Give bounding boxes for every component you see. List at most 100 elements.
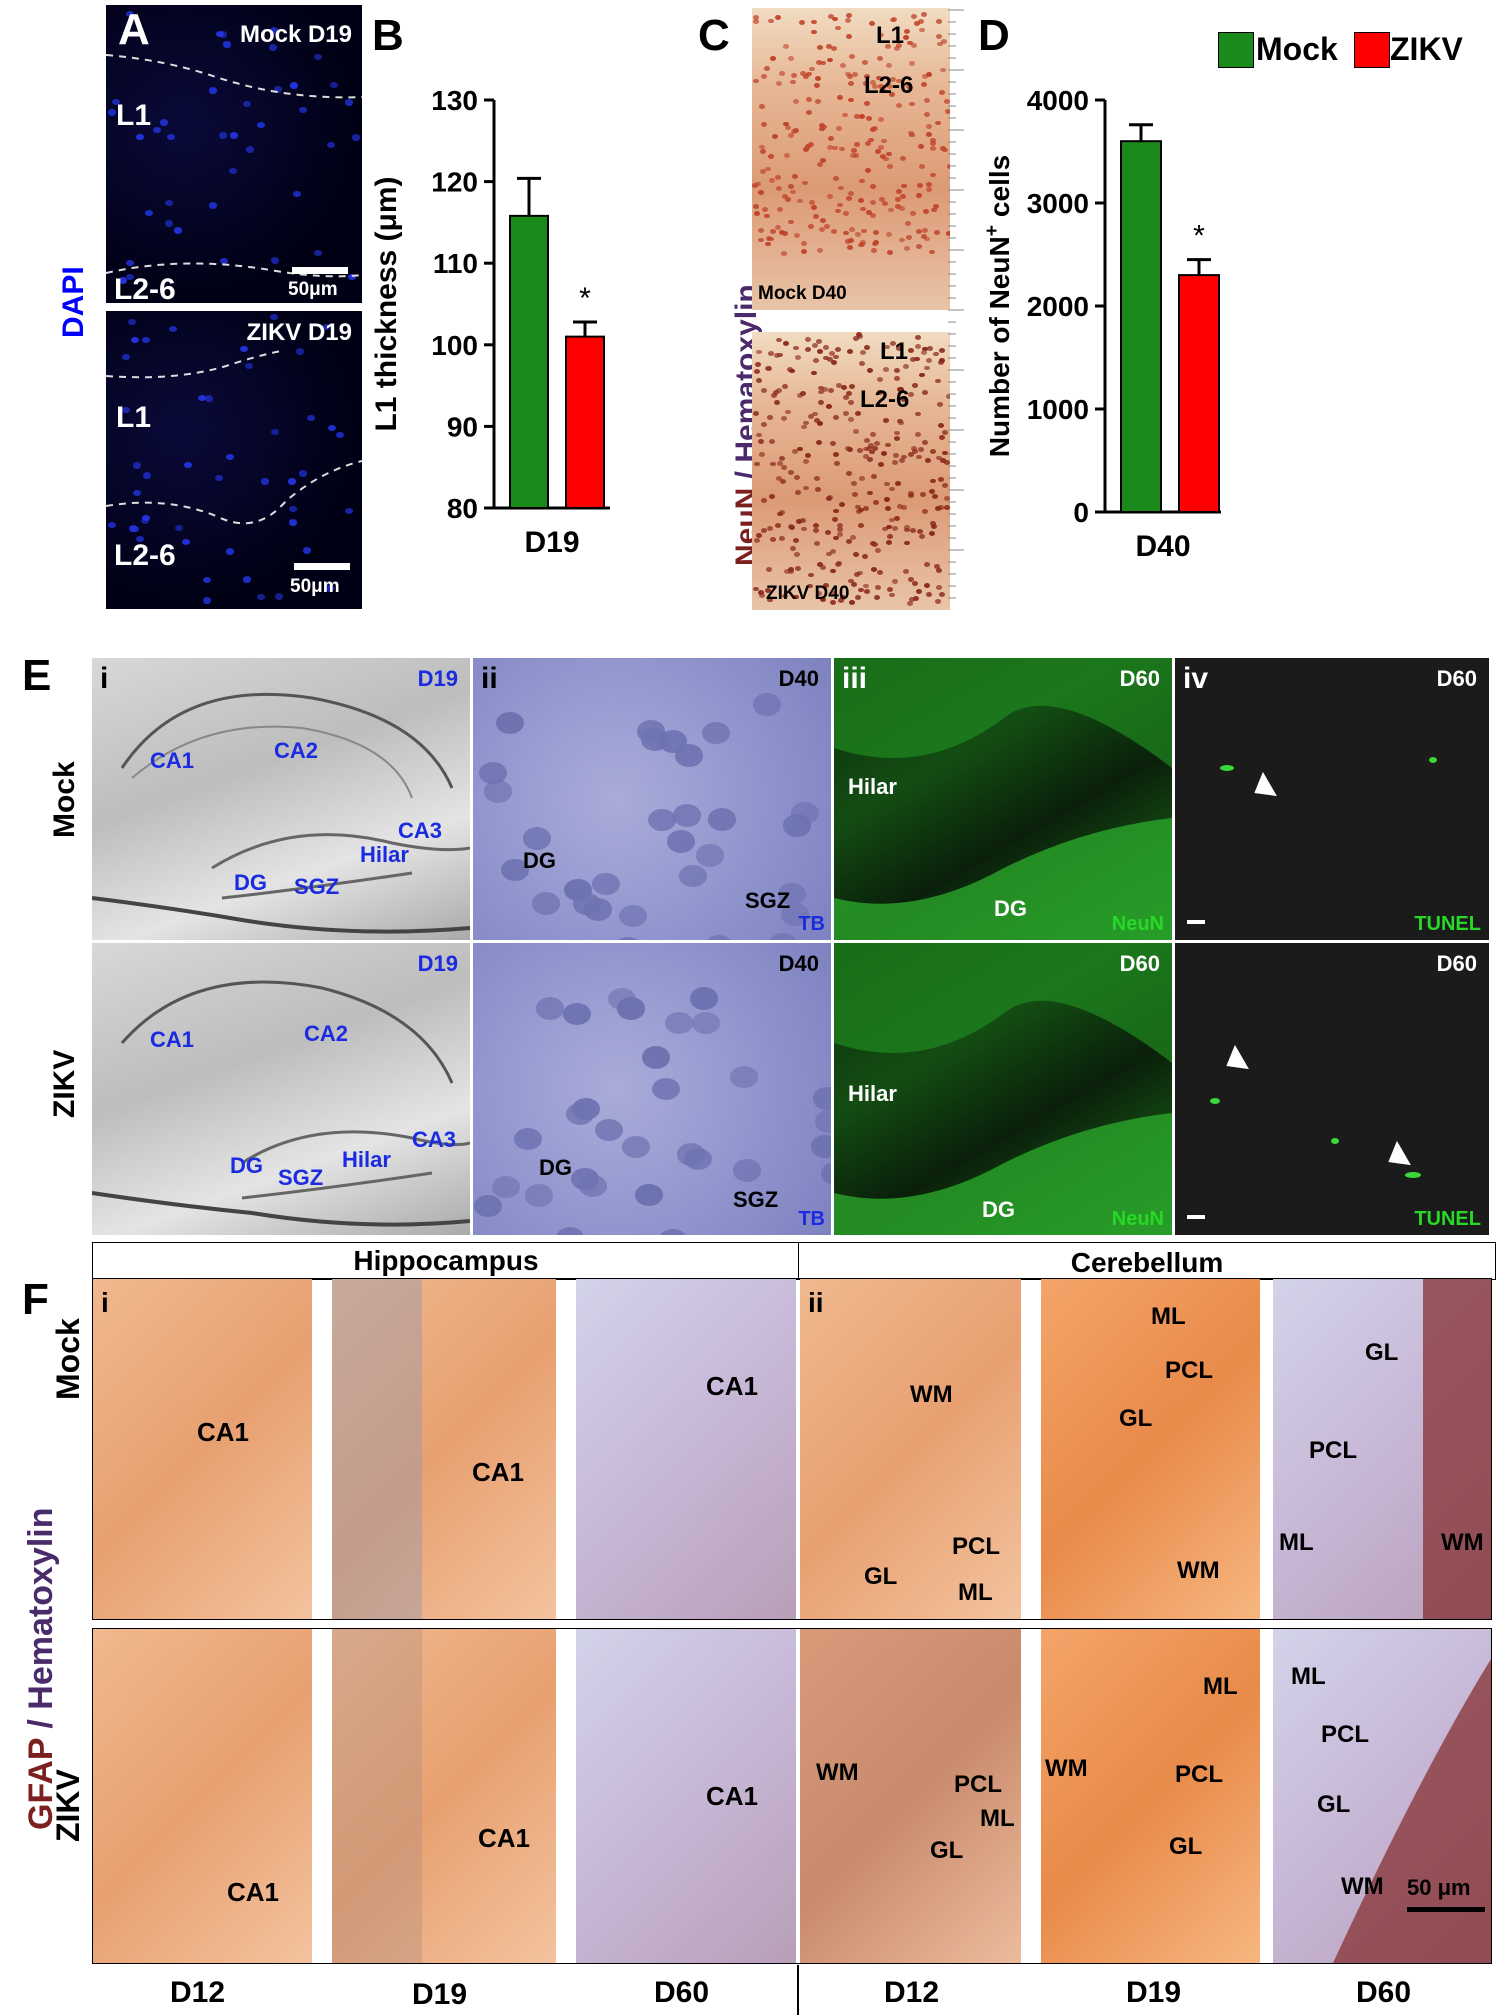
cell-nucleus — [917, 183, 924, 188]
cell-nucleus — [298, 470, 307, 477]
cell-nucleus — [271, 257, 280, 264]
wm-label: WM — [816, 1759, 859, 1786]
cell-nucleus — [776, 81, 782, 87]
cell-nucleus — [218, 132, 227, 139]
neun-stain-label: NeuN — [1111, 1208, 1164, 1230]
cell-nucleus — [864, 140, 871, 146]
cell-nucleus — [919, 492, 926, 498]
cell-nucleus — [914, 20, 921, 26]
cell-nucleus — [302, 547, 311, 554]
cell-nucleus — [578, 1174, 607, 1198]
cell-nucleus — [915, 243, 922, 249]
cell-nucleus — [882, 367, 889, 373]
ca2-label: CA2 — [304, 1021, 349, 1046]
cell-nucleus — [924, 365, 931, 371]
cell-nucleus — [899, 206, 906, 212]
cell-nucleus — [679, 865, 708, 888]
cell-nucleus — [874, 585, 881, 591]
cell-nucleus — [290, 82, 299, 89]
cell-nucleus — [842, 230, 849, 236]
legend-swatch-mock — [1218, 32, 1254, 68]
cell-nucleus — [877, 569, 884, 575]
cell-nucleus — [885, 540, 892, 545]
cell-nucleus — [702, 721, 731, 745]
cell-nucleus — [879, 153, 886, 159]
cell-nucleus — [863, 454, 870, 459]
cell-nucleus — [882, 418, 889, 423]
cell-nucleus — [181, 538, 190, 546]
cell-nucleus — [931, 494, 938, 500]
ca1-label: CA1 — [706, 1371, 759, 1401]
cell-nucleus — [876, 390, 883, 396]
white-matter-band — [1333, 1659, 1491, 1963]
cell-nucleus — [868, 449, 875, 455]
cell-nucleus — [893, 435, 900, 441]
cell-nucleus — [870, 199, 877, 205]
cell-nucleus — [228, 167, 237, 175]
cell-nucleus — [888, 486, 895, 492]
cell-nucleus — [761, 121, 768, 127]
cell-nucleus — [752, 19, 759, 24]
toluidine-blue-mock: ii D40 DG SGZ TB — [473, 658, 831, 940]
cell-nucleus — [847, 80, 854, 86]
cell-nucleus — [939, 591, 946, 597]
cell-nucleus — [873, 230, 880, 236]
cell-nucleus — [807, 414, 814, 419]
cell-nucleus — [942, 429, 949, 435]
cell-nucleus — [856, 447, 863, 453]
cell-nucleus — [908, 392, 915, 397]
cell-nucleus — [946, 393, 950, 399]
cell-nucleus — [937, 41, 944, 47]
y-tick-label: 130 — [431, 85, 478, 116]
cell-nucleus — [910, 357, 917, 363]
cell-nucleus — [834, 461, 841, 467]
panel-label-b: B — [372, 11, 404, 60]
cell-nucleus — [814, 1110, 831, 1133]
cell-nucleus — [556, 1227, 585, 1235]
cell-nucleus — [774, 522, 781, 528]
cell-nucleus — [800, 391, 807, 397]
cell-nucleus — [917, 447, 924, 452]
cell-nucleus — [941, 450, 948, 456]
tunel-stain-label: TUNEL — [1414, 913, 1481, 935]
cell-nucleus — [833, 354, 840, 360]
cell-nucleus — [836, 526, 843, 532]
cell-nucleus — [173, 227, 182, 234]
cell-nucleus — [845, 471, 852, 477]
cell-nucleus — [884, 505, 891, 511]
y-tick-label: 100 — [431, 330, 478, 361]
cell-nucleus — [336, 431, 345, 439]
cell-nucleus — [140, 518, 149, 525]
significance-star: * — [579, 282, 591, 315]
cell-nucleus — [153, 126, 162, 133]
bar-mock — [1120, 140, 1162, 513]
cell-nucleus — [843, 395, 850, 400]
cell-nucleus — [205, 395, 214, 402]
cell-nucleus — [818, 399, 825, 405]
cell-nucleus — [203, 597, 212, 604]
cell-nucleus — [885, 231, 892, 237]
cell-nucleus — [779, 478, 786, 484]
cell-nucleus — [775, 14, 782, 20]
ml-label: ML — [1151, 1303, 1186, 1330]
cell-nucleus — [313, 53, 322, 61]
ca1-label: CA1 — [150, 1027, 195, 1052]
cell-nucleus — [808, 66, 815, 72]
cell-nucleus — [768, 18, 775, 24]
legend-swatch-zikv — [1354, 32, 1390, 68]
cell-nucleus — [900, 193, 907, 199]
cell-nucleus — [837, 531, 844, 537]
cell-nucleus — [823, 582, 830, 588]
cell-nucleus — [884, 481, 891, 487]
cell-nucleus — [871, 84, 878, 89]
cell-nucleus — [811, 370, 818, 376]
cell-nucleus — [854, 504, 861, 510]
cell-nucleus — [327, 424, 336, 432]
ca1-label: CA1 — [706, 1781, 759, 1811]
panel-label-a: A — [118, 5, 150, 54]
neun-fluorescence-zikv: D60 Hilar DG NeuN — [834, 943, 1172, 1235]
scale-bar-label: 50μm — [290, 576, 340, 597]
cell-nucleus — [938, 423, 945, 429]
cell-nucleus — [907, 577, 914, 582]
cell-nucleus — [925, 592, 932, 598]
